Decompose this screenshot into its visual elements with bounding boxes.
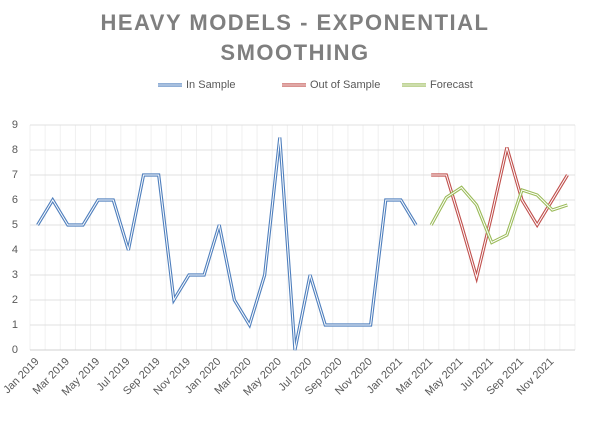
y-tick-label: 7 [12,169,18,181]
y-tick-label: 2 [12,294,18,306]
legend-label: Out of Sample [310,79,380,91]
y-tick-label: 0 [12,344,18,356]
legend-label: Forecast [430,79,473,91]
y-tick-label: 3 [12,269,18,281]
y-tick-label: 6 [12,194,18,206]
y-tick-label: 1 [12,319,18,331]
y-tick-label: 5 [12,219,18,231]
y-tick-label: 4 [12,244,18,256]
legend-label: In Sample [186,79,236,91]
series-line-inner [431,147,568,280]
y-tick-label: 8 [12,144,18,156]
series-line-inner [37,137,417,351]
chart-title: HEAVY MODELS - EXPONENTIAL SMOOTHING [100,10,490,65]
y-tick-label: 9 [12,119,18,131]
series-line-inner [430,186,568,244]
